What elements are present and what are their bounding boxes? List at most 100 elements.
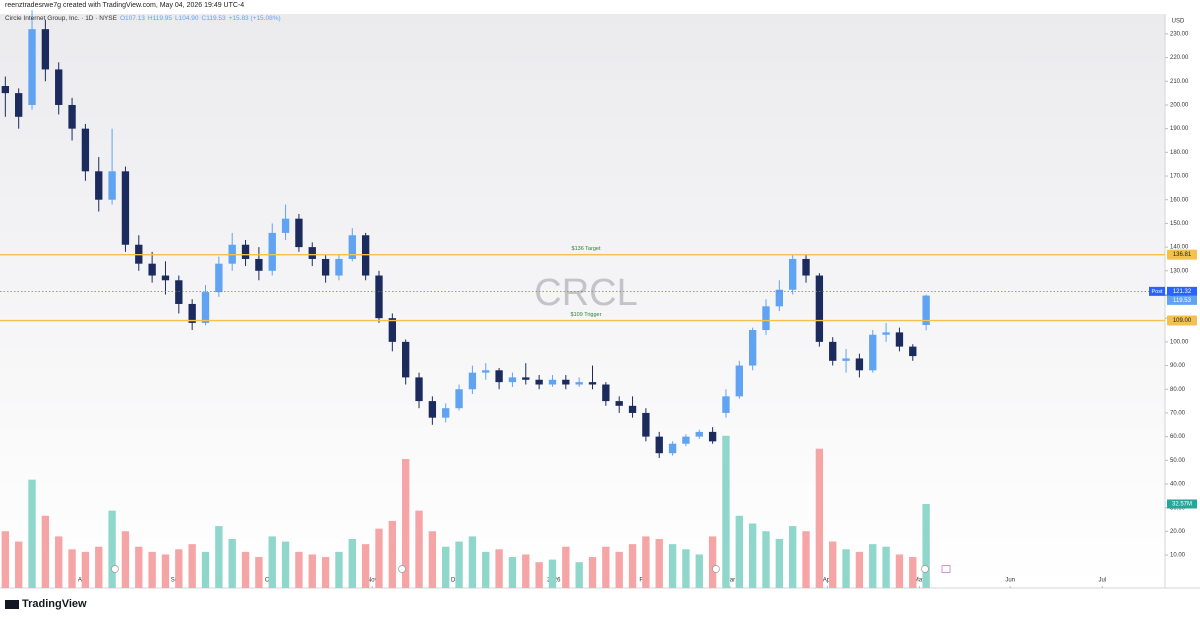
volume-bar [375,528,383,588]
candle-body [895,332,904,347]
candle-body [802,258,810,276]
volume-bar [335,551,343,588]
y-tick-label: 90.00 [1170,363,1186,369]
volume-bar [268,536,276,588]
volume-bar [468,536,477,588]
candle-body [468,372,477,390]
candle-body [522,377,530,380]
candle-body [642,412,650,437]
candle-body [415,377,423,402]
volume-bar [562,546,570,588]
volume-bar [628,544,637,588]
last-price-badge [1167,295,1197,305]
event-marker [712,565,720,573]
candle-body [335,258,343,276]
volume-bar [148,551,156,588]
candle-body [655,436,663,454]
candle-body [815,275,824,342]
legend-open: O107.13 [119,15,145,22]
volume-bar [201,551,210,588]
volume-badge [1167,499,1197,509]
price-badge-label: 109.00 [1173,318,1192,324]
candle-body [909,346,917,357]
candle-body [602,384,610,402]
volume-bar [922,503,930,588]
volume-bar [575,562,583,588]
post-tag-label: Post [1151,289,1162,295]
volume-bar [161,554,170,588]
volume-bar [495,549,503,588]
candle-body [55,69,63,105]
volume-bar [829,541,837,588]
layer: 10.0020.0030.0040.0050.0060.0070.0080.00… [0,10,1197,588]
volume-bar [415,510,423,588]
volume-bar [882,546,890,588]
candle-body [829,341,837,361]
candle-body [15,93,23,117]
volume-bar [482,551,490,588]
candle-body [121,171,130,245]
volume-bar [15,541,23,588]
x-tick-label: Jul [1098,578,1106,584]
currency: USD [1172,19,1185,25]
candle-body [482,370,490,373]
x-tick-label: Apr [823,578,832,584]
price-badge [1167,249,1197,260]
candle-body [175,280,183,304]
candle-body [388,318,397,342]
volume-bar [909,557,917,588]
candle-body [735,365,743,397]
candle-body [708,431,717,442]
volume-bar [522,554,530,588]
y-tick-label: 20.00 [1170,529,1186,535]
volume-bar [802,531,810,588]
candle-body [41,29,50,70]
y-tick-label: 230.00 [1170,31,1189,37]
candle-body [442,408,450,418]
x-tick-label: May [914,578,925,584]
y-tick-label: 150.00 [1170,221,1189,227]
candle-body [281,218,290,233]
candle-body [748,330,757,366]
event-marker [111,565,119,573]
volume-bar [615,551,623,588]
volume-bar [255,557,263,588]
candle-body [161,275,170,281]
legend: Circle Internet Group, Inc. · 1D · NYSE … [5,15,281,22]
volume-bar [228,538,236,588]
candle-body [869,334,877,371]
y-tick-label: 140.00 [1170,245,1189,251]
last-price-label: 119.53 [1173,298,1192,304]
volume-bar [535,562,543,588]
volume-bar [308,554,316,588]
volume-bar [402,459,410,588]
candle-body [361,235,370,276]
candle-body [95,171,103,200]
footer-logo: TradingView [22,598,87,610]
x-tick-label: Mar [725,578,735,584]
y-tick-label: 180.00 [1170,150,1189,156]
volume-bar [869,544,877,588]
volume-bar [135,546,143,588]
candle-body [402,341,410,378]
volume-bar [55,536,63,588]
legend-low: L104.90 [175,15,199,22]
volume-bar [215,526,223,588]
candle-body [588,382,597,385]
volume-bar [95,546,103,588]
y-tick-label: 130.00 [1170,268,1189,274]
volume-bar [789,526,797,588]
volume-bar [655,538,663,588]
candle-body [201,292,210,323]
y-tick-label: 80.00 [1170,387,1186,393]
candle-body [789,258,797,290]
candle-body [255,258,263,271]
candle-body [321,258,330,276]
candle-body [241,244,250,259]
volume-bar [361,544,370,588]
y-tick-label: 100.00 [1170,339,1189,345]
volume-bar [188,544,196,588]
candle-body [148,263,156,276]
candle-body [842,358,850,361]
candle-body [548,379,557,385]
